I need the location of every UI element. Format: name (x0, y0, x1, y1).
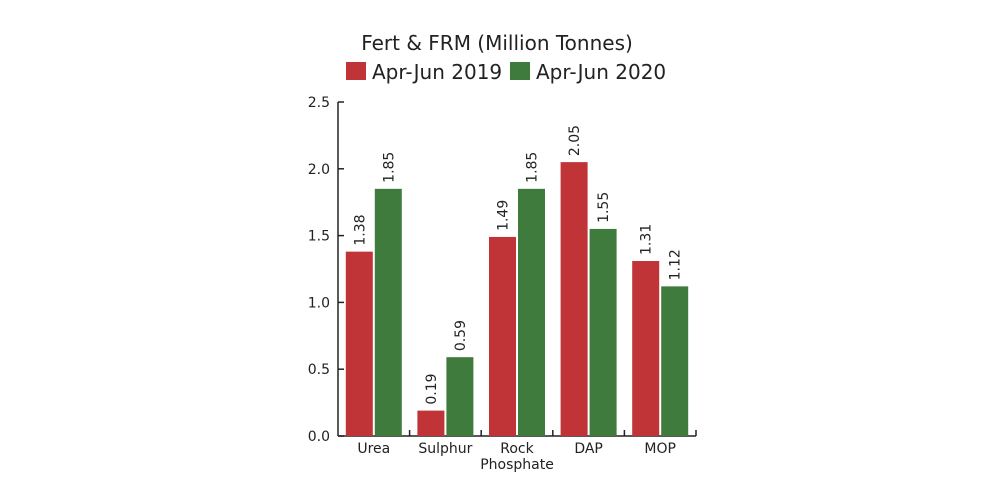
x-category-label: Rock Phosphate (480, 441, 554, 473)
data-labels: 1.38 1.85 0.19 0.59 1.49 1.85 2.05 1.55 1.31 1.12 (352, 125, 683, 405)
legend-label-2: Apr-Jun 2020 (536, 60, 666, 84)
y-tick-label: 1.0 (308, 295, 330, 311)
legend-label-1: Apr-Jun 2019 (372, 60, 502, 84)
legend-swatch-1 (346, 62, 366, 80)
bar-sulphur-series-1 (417, 410, 445, 436)
data-label: 1.85 (381, 152, 397, 183)
y-tick-label: 2.0 (308, 162, 330, 178)
bar-dap-series-1 (560, 162, 588, 436)
data-label: 0.59 (453, 320, 469, 351)
bar-rock-phosphate-series-1 (489, 236, 516, 436)
data-label: 1.85 (525, 152, 541, 183)
data-label: 1.49 (496, 200, 512, 231)
legend: Apr-Jun 2019 Apr-Jun 2020 (346, 60, 666, 84)
legend-swatch-2 (510, 62, 530, 80)
y-tick-label: 0.5 (308, 362, 330, 378)
bar-urea-series-1 (345, 251, 373, 436)
bar-mop-series-2 (661, 286, 689, 436)
x-category-label: DAP (574, 441, 603, 457)
x-category-label: Sulphur (418, 441, 472, 457)
data-label: 1.55 (596, 192, 612, 223)
y-tick-label: 1.5 (308, 229, 330, 245)
data-label: 1.38 (352, 214, 368, 245)
data-label: 0.19 (424, 373, 440, 404)
x-category-label: Urea (357, 441, 390, 457)
bars (345, 162, 689, 436)
bar-rock-phosphate-series-2 (518, 188, 545, 436)
data-label: 1.12 (668, 249, 684, 280)
bar-dap-series-2 (589, 228, 617, 436)
bar-urea-series-2 (374, 188, 402, 436)
chart-title: Fert & FRM (Million Tonnes) (361, 31, 633, 55)
x-category-label: MOP (644, 441, 676, 457)
y-tick-label: 2.5 (308, 95, 330, 111)
axes: 0.0 0.5 1.0 1.5 2.0 2.5 Urea Sulphur Rock Phospha… (308, 95, 697, 473)
data-label: 2.05 (567, 125, 583, 156)
bar-mop-series-1 (632, 260, 660, 436)
bar-sulphur-series-2 (446, 357, 474, 436)
y-tick-label: 0.0 (308, 429, 330, 445)
data-label: 1.31 (639, 224, 655, 255)
